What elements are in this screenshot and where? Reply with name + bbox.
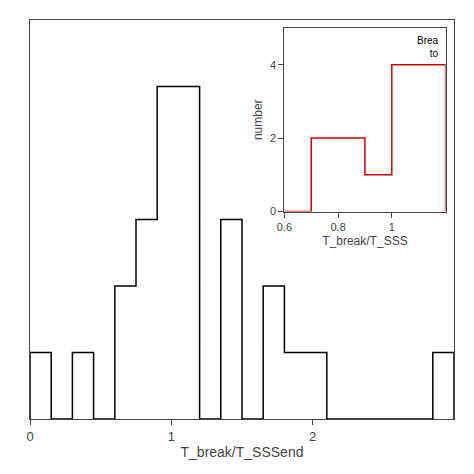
svg-text:0: 0 xyxy=(26,429,33,444)
svg-text:0.6: 0.6 xyxy=(277,221,292,233)
svg-text:0: 0 xyxy=(270,205,276,217)
svg-text:number: number xyxy=(251,99,265,140)
svg-text:Breato: Breato xyxy=(417,35,439,59)
svg-text:T_break/T_SSSend: T_break/T_SSSend xyxy=(181,444,304,460)
svg-text:2: 2 xyxy=(309,429,316,444)
svg-text:0.8: 0.8 xyxy=(330,221,345,233)
svg-text:2: 2 xyxy=(270,132,276,144)
svg-text:1: 1 xyxy=(389,221,395,233)
svg-text:1: 1 xyxy=(168,429,175,444)
svg-text:4: 4 xyxy=(270,59,276,71)
svg-text:T_break/T_SSS: T_break/T_SSS xyxy=(322,234,407,248)
